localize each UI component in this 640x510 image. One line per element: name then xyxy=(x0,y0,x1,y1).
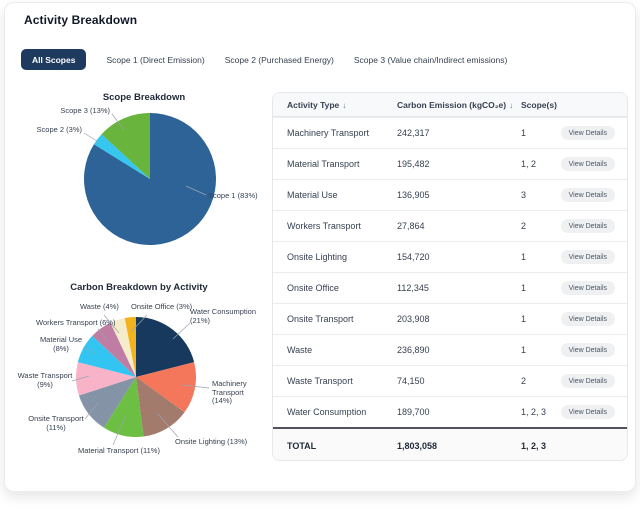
activity-table: Activity Type ↓ Carbon Emission (kgCO₂e)… xyxy=(272,92,628,461)
tab-scope-3[interactable]: Scope 3 (Value chain/Indirect emissions) xyxy=(353,54,508,65)
tab-scope-1[interactable]: Scope 1 (Direct Emission) xyxy=(106,54,205,65)
view-details-button[interactable]: View Details xyxy=(560,312,615,326)
page-title: Activity Breakdown xyxy=(24,13,138,27)
table-row: Machinery Transport 242,317 1 View Detai… xyxy=(273,117,627,148)
pie-slice-waste-transport xyxy=(76,362,136,396)
table-row: Waste 236,890 1 View Details xyxy=(273,334,627,365)
view-details-button[interactable]: View Details xyxy=(560,157,615,171)
table-row: Workers Transport 27,864 2 View Details xyxy=(273,210,627,241)
pie2-label-onsite-transport: Onsite Transport (11%) xyxy=(28,414,84,432)
pie-slice-scope-2 xyxy=(93,134,150,179)
pie2-label-waste-transport: Waste Transport (9%) xyxy=(17,371,73,389)
view-details-button[interactable]: View Details xyxy=(560,250,615,264)
view-details-button[interactable]: View Details xyxy=(560,126,615,140)
pie1-label-scope-1: Scope 1 (83%) xyxy=(208,191,258,200)
sort-descending-icon[interactable]: ↓ xyxy=(509,100,514,110)
column-header-activity-type[interactable]: Activity Type ↓ xyxy=(287,100,347,110)
table-header-row: Activity Type ↓ Carbon Emission (kgCO₂e)… xyxy=(273,93,627,117)
table-row: Water Consumption 189,700 1, 2, 3 View D… xyxy=(273,396,627,427)
column-header-scopes: Scope(s) xyxy=(521,100,557,110)
pie2-label-material-use: Material Use (8%) xyxy=(39,335,83,353)
view-details-button[interactable]: View Details xyxy=(560,281,615,295)
table-row: Material Transport 195,482 1, 2 View Det… xyxy=(273,148,627,179)
sort-descending-icon[interactable]: ↓ xyxy=(342,100,347,110)
table-row: Onsite Lighting 154,720 1 View Details xyxy=(273,241,627,272)
tab-all-scopes[interactable]: All Scopes xyxy=(21,49,87,70)
pie2-label-waste: Waste (4%) xyxy=(80,302,119,311)
view-details-button[interactable]: View Details xyxy=(560,405,615,419)
pie1-label-scope-3: Scope 3 (13%) xyxy=(60,106,110,115)
view-details-button[interactable]: View Details xyxy=(560,343,615,357)
pie2-label-material-transport: Material Transport (11%) xyxy=(78,446,160,455)
pie2-label-machinery-transport: Machinery Transport (14%) xyxy=(212,379,247,406)
table-row: Onsite Transport 203,908 1 View Details xyxy=(273,303,627,334)
pie1-label-scope-2: Scope 2 (3%) xyxy=(36,125,82,134)
table-row: Material Use 136,905 3 View Details xyxy=(273,179,627,210)
pie-slice-machinery-transport xyxy=(136,362,196,413)
carbon-breakdown-chart-title: Carbon Breakdown by Activity xyxy=(70,282,208,293)
scope-breakdown-pie-chart xyxy=(84,113,216,245)
pie-slice-water-consumption xyxy=(136,317,195,377)
pie-slice-material-use xyxy=(77,335,136,377)
tab-scope-2[interactable]: Scope 2 (Purchased Energy) xyxy=(224,54,334,65)
view-details-button[interactable]: View Details xyxy=(560,219,615,233)
pie2-label-workers-transport: Workers Transport (6%) xyxy=(36,318,116,327)
table-row: Onsite Office 112,345 1 View Details xyxy=(273,272,627,303)
pie2-label-onsite-lighting: Onsite Lighting (13%) xyxy=(175,437,248,446)
pie-slice-scope-1 xyxy=(84,113,216,245)
pie2-label-onsite-office: Onsite Office (3%) xyxy=(131,302,193,311)
pie2-label-water-consumption: Water Consumption (21%) xyxy=(190,307,256,325)
column-header-carbon-emission[interactable]: Carbon Emission (kgCO₂e) ↓ xyxy=(397,100,514,110)
scope-breakdown-chart-title: Scope Breakdown xyxy=(102,92,186,103)
view-details-button[interactable]: View Details xyxy=(560,188,615,202)
scope-tabs: All Scopes Scope 1 (Direct Emission) Sco… xyxy=(21,49,507,70)
carbon-breakdown-pie-chart xyxy=(76,317,196,437)
table-row: Waste Transport 74,150 2 View Details xyxy=(273,365,627,396)
table-total-row: TOTAL 1,803,058 1, 2, 3 xyxy=(273,427,627,460)
view-details-button[interactable]: View Details xyxy=(560,374,615,388)
